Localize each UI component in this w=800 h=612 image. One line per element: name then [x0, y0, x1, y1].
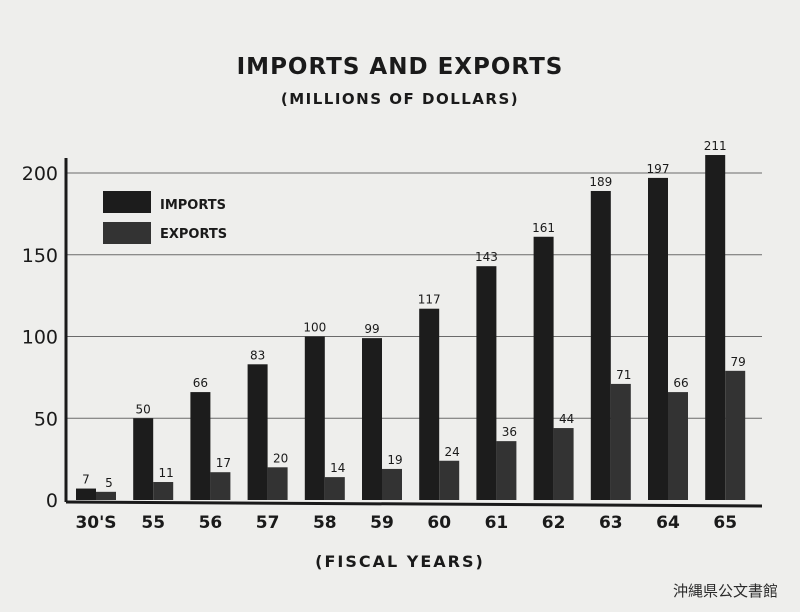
data-label-imports: 100: [303, 321, 326, 335]
y-tick-label: 200: [22, 163, 58, 185]
bars: [76, 155, 746, 501]
chart-title: IMPORTS AND EXPORTS: [236, 54, 564, 80]
y-tick-label: 150: [22, 245, 58, 267]
bar-exports: [725, 370, 746, 500]
y-tick-label: 100: [22, 327, 58, 349]
data-label-imports: 7: [82, 473, 90, 487]
data-label-exports: 11: [159, 466, 174, 480]
bar-imports: [190, 392, 211, 500]
x-axis: [65, 500, 763, 508]
data-label-imports: 66: [193, 376, 208, 390]
data-label-imports: 197: [647, 162, 670, 176]
x-tick-label: 60: [427, 513, 451, 533]
data-label-exports: 24: [445, 445, 460, 459]
data-label-imports: 161: [532, 221, 555, 235]
data-label-exports: 71: [616, 368, 631, 382]
bar-exports: [496, 441, 517, 500]
bar-imports: [247, 364, 268, 500]
data-label-imports: 189: [589, 175, 612, 189]
bar-exports: [153, 482, 174, 500]
x-tick-label: 55: [141, 513, 165, 533]
legend-label-imports: IMPORTS: [160, 198, 226, 213]
bar-exports: [96, 491, 116, 500]
data-label-imports: 50: [136, 402, 151, 416]
x-tick-label: 65: [713, 513, 737, 533]
data-label-imports: 83: [250, 348, 265, 362]
data-label-imports: 117: [418, 293, 441, 307]
bar-imports: [590, 190, 611, 501]
axes: [64, 158, 763, 508]
x-tick-label: 57: [256, 513, 280, 533]
data-labels: 7 5 50 11 66 17 83 20 100 14 99 19 117 24 143 36 161 44 18…: [82, 139, 746, 490]
bar-exports: [324, 477, 345, 500]
x-tick-label: 56: [199, 513, 223, 533]
data-label-exports: 5: [105, 476, 113, 490]
chart-subtitle: (MILLIONS OF DOLLARS): [280, 90, 520, 108]
bar-exports: [668, 392, 688, 500]
bar-imports: [304, 336, 325, 500]
bar-imports: [705, 155, 726, 500]
x-tick-label: 62: [542, 513, 566, 533]
data-label-exports: 44: [559, 412, 574, 426]
bar-imports: [133, 418, 154, 500]
bar-imports: [76, 488, 96, 500]
bar-imports: [648, 177, 668, 500]
x-tick-label: 61: [485, 513, 509, 533]
data-label-exports: 14: [330, 461, 345, 475]
data-label-exports: 79: [731, 355, 746, 369]
x-axis-title: (FISCAL YEARS): [315, 552, 485, 571]
bar-exports: [610, 383, 631, 500]
gridlines: [66, 172, 762, 419]
data-label-imports: 143: [475, 250, 498, 264]
bar-imports: [476, 266, 497, 500]
legend: IMPORTS EXPORTS: [103, 191, 227, 244]
data-label-imports: 211: [704, 139, 727, 153]
bar-imports: [533, 236, 554, 500]
bar-exports: [553, 428, 574, 500]
bar-imports: [362, 338, 382, 500]
data-label-imports: 99: [364, 322, 379, 336]
x-tick-label: 63: [599, 513, 623, 533]
bar-exports: [267, 467, 288, 500]
data-label-exports: 17: [216, 456, 231, 470]
data-label-exports: 36: [502, 425, 517, 439]
y-tick-label: 50: [34, 408, 58, 430]
x-tick-label: 30'S: [75, 513, 116, 533]
bar-exports: [382, 468, 402, 500]
x-tick-label: 64: [656, 513, 680, 533]
legend-swatch-exports: [103, 222, 151, 244]
data-label-exports: 66: [673, 376, 688, 390]
bar-exports: [439, 460, 460, 500]
x-tick-label: 58: [313, 513, 337, 533]
archive-watermark: 沖縄県公文書館: [672, 582, 778, 600]
bar-exports: [210, 472, 231, 500]
y-tick-label: 0: [46, 490, 58, 512]
bar-imports: [419, 308, 440, 500]
x-tick-label: 59: [370, 513, 394, 533]
data-label-exports: 19: [387, 453, 402, 467]
data-label-exports: 20: [273, 451, 288, 465]
legend-swatch-imports: [103, 191, 151, 213]
legend-label-exports: EXPORTS: [160, 227, 227, 242]
